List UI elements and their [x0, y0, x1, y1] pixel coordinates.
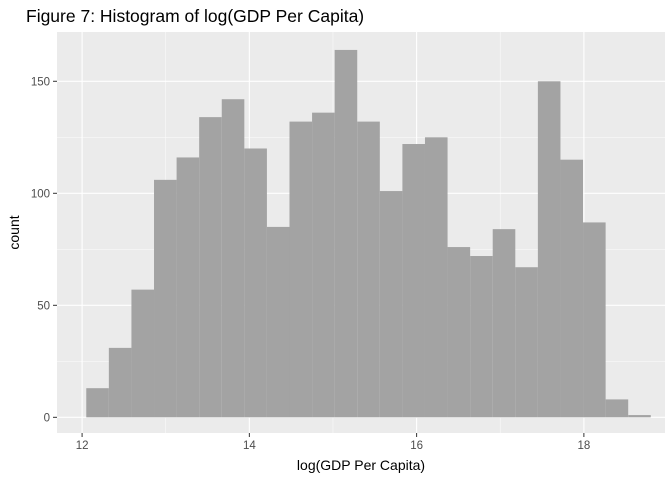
histogram-bar	[537, 81, 561, 418]
histogram-bar	[447, 247, 471, 418]
histogram-bar	[176, 157, 200, 418]
histogram-bar	[266, 226, 290, 418]
histogram-bar	[154, 179, 177, 418]
histogram-bar	[605, 399, 629, 418]
y-axis-title: count	[6, 215, 22, 249]
histogram-bar	[199, 117, 222, 418]
y-tick-label: 100	[31, 188, 50, 200]
histogram-bars	[86, 49, 651, 418]
x-tick-label: 14	[243, 440, 256, 452]
histogram-bar	[108, 347, 132, 418]
histogram-bar	[628, 415, 651, 418]
histogram-bar	[357, 121, 380, 418]
y-tick-label: 50	[37, 300, 50, 312]
histogram-bar	[492, 229, 516, 418]
histogram-bar	[221, 99, 245, 418]
x-tick-label: 16	[410, 440, 423, 452]
y-tick-label: 0	[44, 412, 50, 424]
chart-title: Figure 7: Histogram of log(GDP Per Capit…	[26, 6, 365, 26]
histogram-bar	[470, 256, 493, 418]
x-tick-label: 18	[577, 440, 590, 452]
x-axis-title: log(GDP Per Capita)	[297, 457, 425, 473]
x-axis: 12 14 16 18	[76, 433, 590, 452]
y-axis: 0 50 100 150	[31, 76, 57, 424]
histogram-bar	[560, 159, 584, 418]
histogram-bar	[244, 148, 267, 418]
histogram-bar	[424, 137, 448, 418]
histogram-bar	[402, 144, 425, 418]
histogram-bar	[379, 191, 403, 418]
histogram-bar	[583, 222, 606, 418]
x-tick-label: 12	[76, 440, 89, 452]
histogram-bar	[334, 49, 358, 418]
histogram-bar	[312, 112, 335, 418]
histogram-bar	[515, 267, 538, 418]
histogram-bar	[131, 289, 155, 418]
y-tick-label: 150	[31, 76, 50, 88]
histogram-bar	[86, 388, 109, 418]
histogram-bar	[289, 121, 313, 418]
